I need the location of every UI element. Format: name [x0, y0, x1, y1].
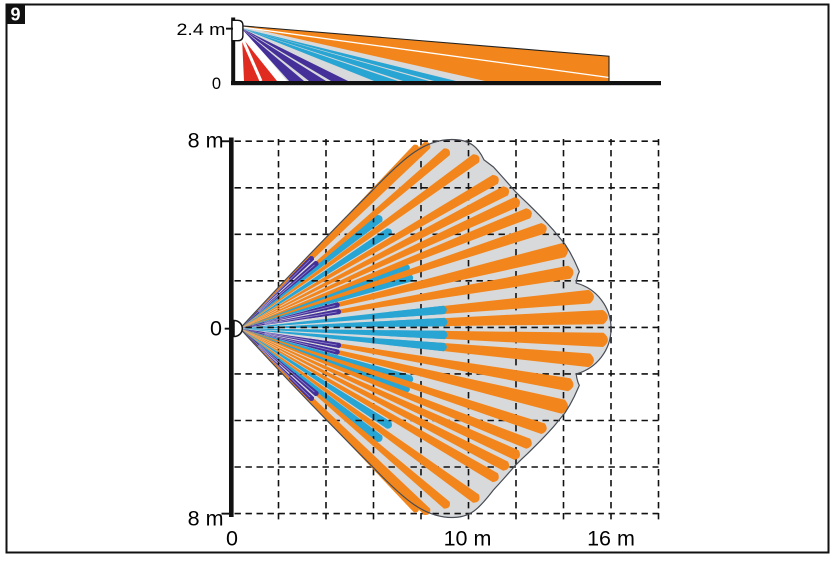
svg-text:8 m: 8 m	[188, 129, 224, 153]
svg-text:10 m: 10 m	[444, 527, 492, 551]
svg-text:2.4 m: 2.4 m	[177, 21, 226, 39]
svg-text:0: 0	[212, 75, 221, 93]
svg-text:0: 0	[226, 527, 238, 551]
svg-text:16 m: 16 m	[587, 527, 635, 551]
svg-text:0: 0	[210, 317, 222, 341]
svg-text:9: 9	[10, 5, 20, 25]
svg-text:8 m: 8 m	[188, 507, 224, 531]
